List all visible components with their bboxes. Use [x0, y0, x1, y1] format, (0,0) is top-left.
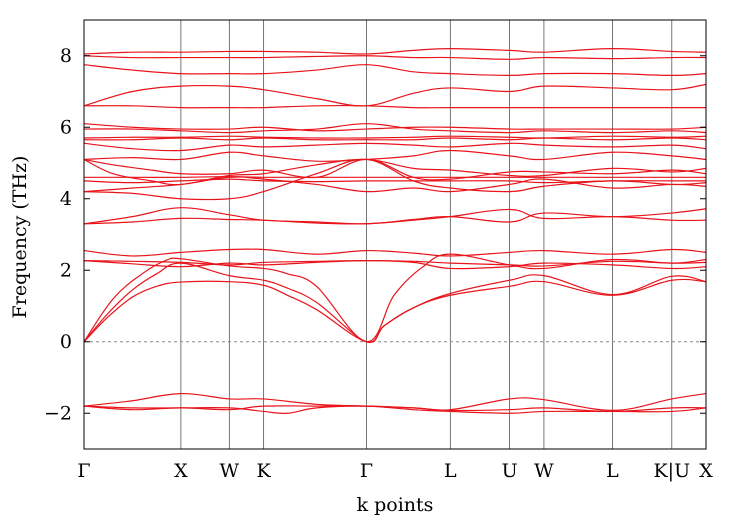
x-tick-label: W — [534, 460, 554, 482]
x-tick-label: Γ — [77, 460, 90, 482]
x-tick-label: L — [444, 460, 457, 482]
x-tick-label: K — [257, 460, 272, 482]
x-axis-label: k points — [357, 494, 434, 516]
x-axis-ticks: Γ X W K Γ L U W L K|U X — [77, 460, 713, 482]
x-tick-label: X — [699, 460, 713, 482]
y-tick-label: −2 — [44, 402, 72, 424]
x-tick-label: W — [220, 460, 240, 482]
y-tick-label: 8 — [60, 45, 72, 67]
y-tick-label: 0 — [60, 331, 72, 353]
x-tick-label: K|U — [653, 460, 690, 482]
x-tick-label: X — [174, 460, 188, 482]
x-tick-label: U — [502, 460, 518, 482]
y-axis-label: Frequency (THz) — [9, 156, 31, 319]
high-symmetry-gridlines — [181, 20, 672, 449]
y-axis-ticks: −2 0 2 4 6 8 — [44, 45, 706, 425]
y-tick-label: 6 — [60, 116, 72, 138]
x-tick-label: Γ — [360, 460, 373, 482]
y-tick-label: 4 — [60, 188, 72, 210]
y-tick-label: 2 — [60, 259, 72, 281]
x-tick-label: L — [606, 460, 619, 482]
